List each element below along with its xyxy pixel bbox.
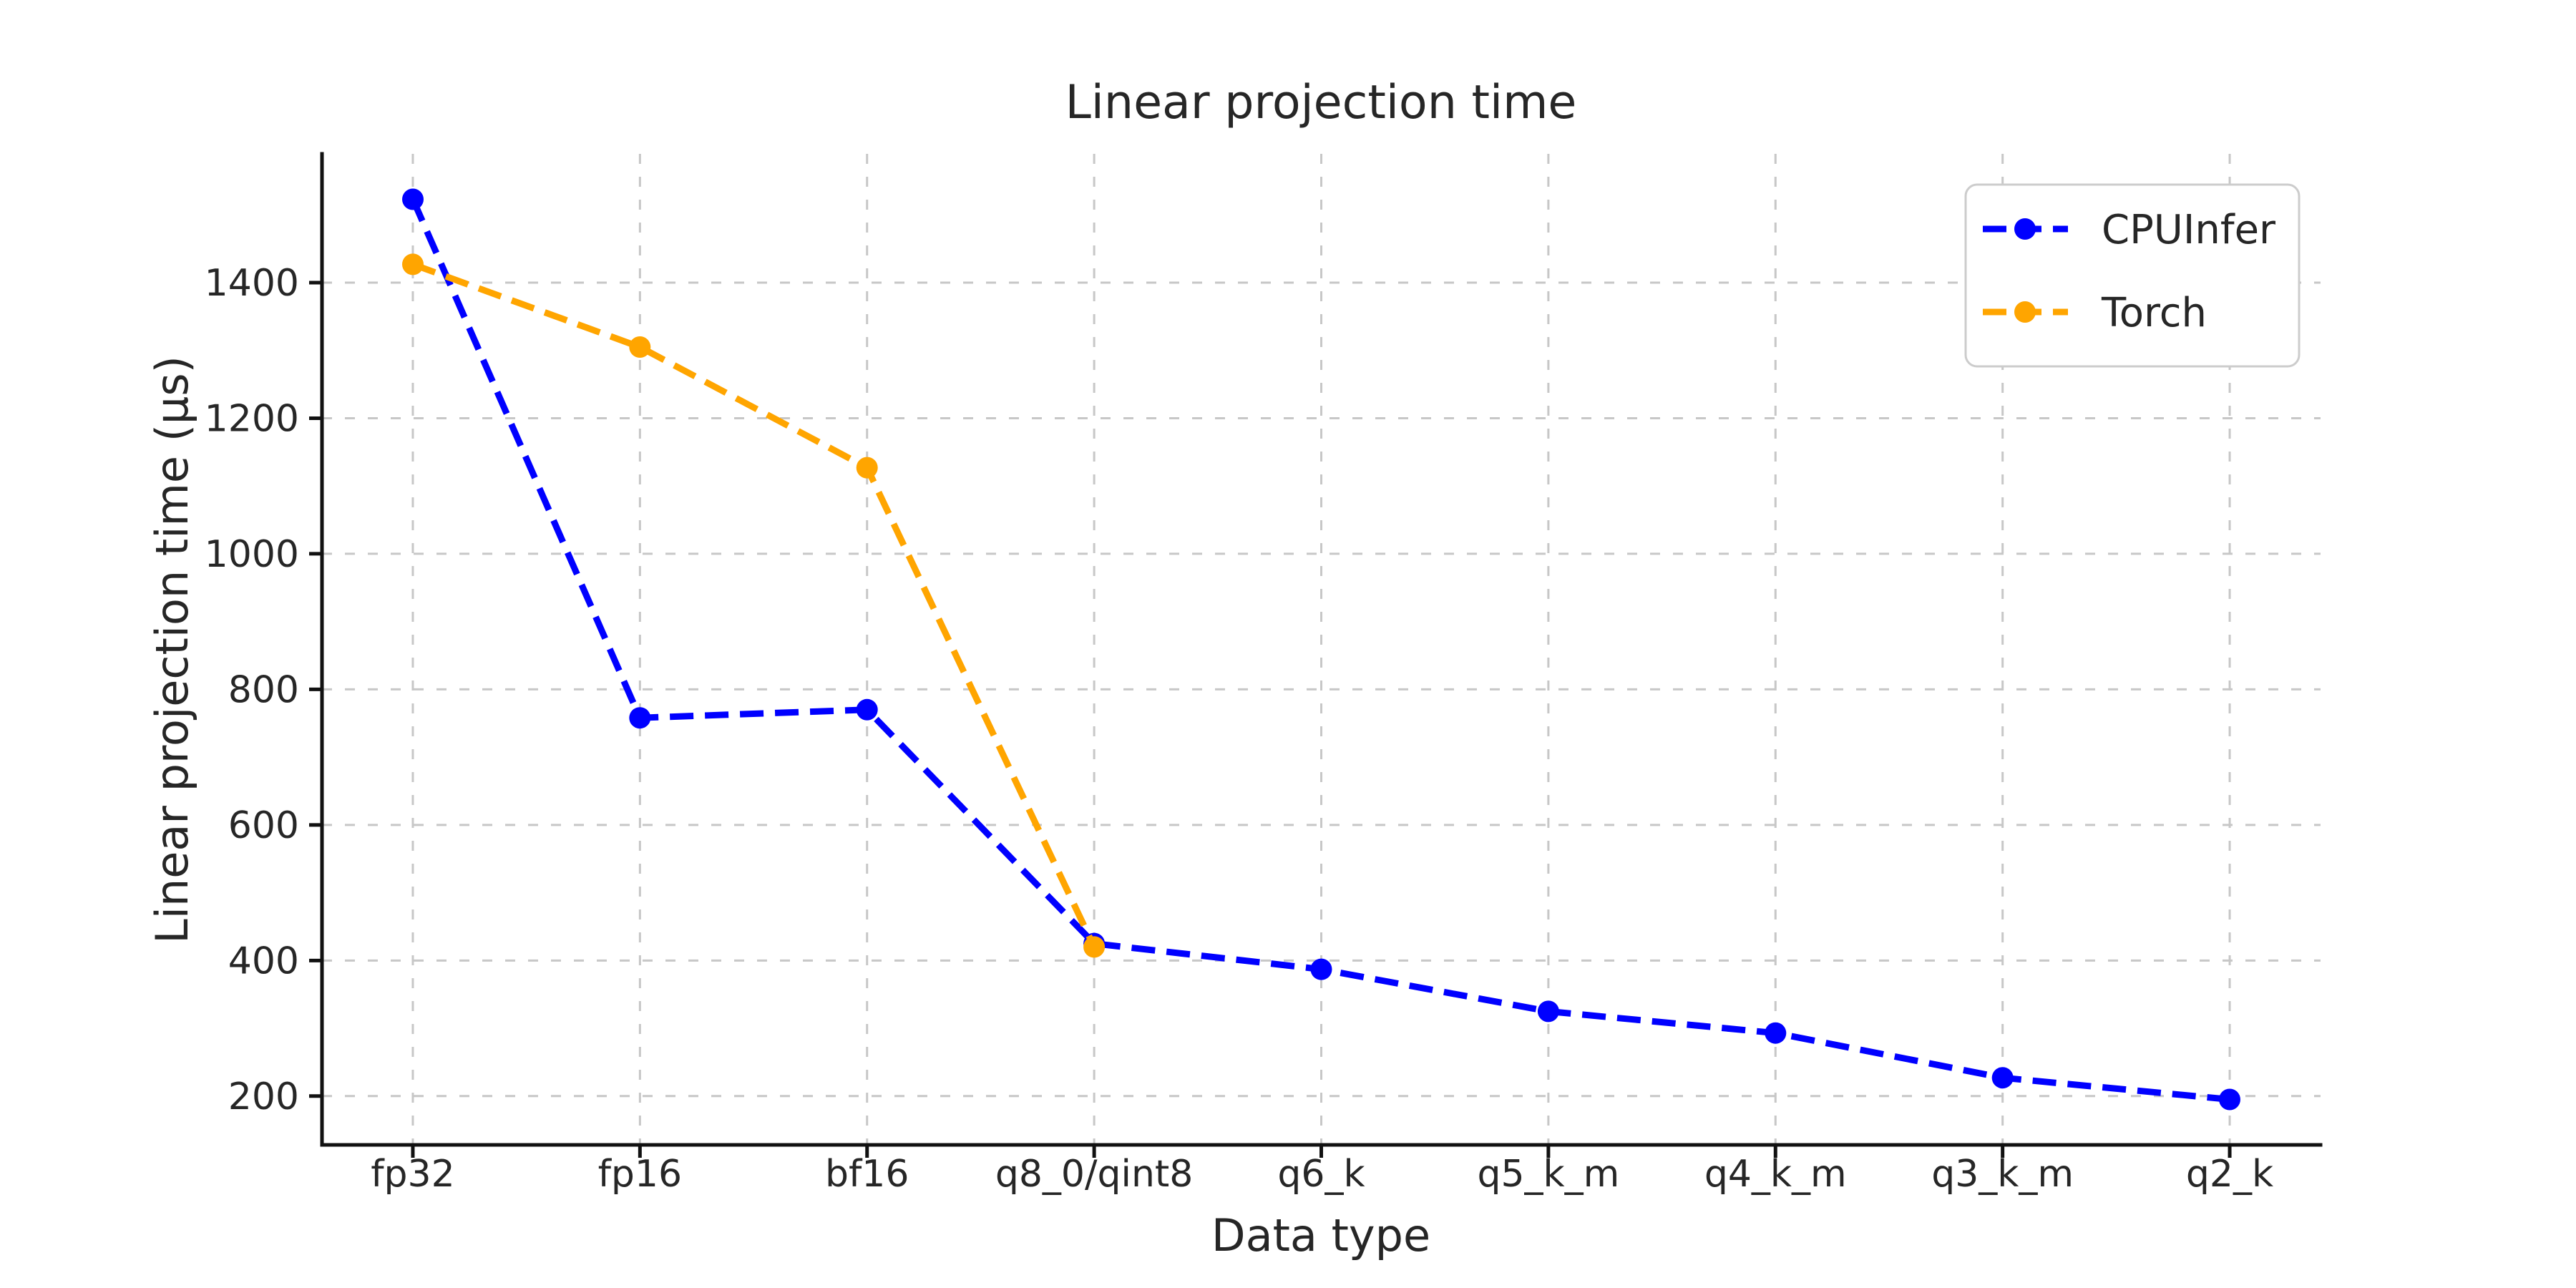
data-point-torch bbox=[856, 457, 878, 479]
axes: 200 400 600 800 1000 1200 1400 fp32 fp16 bf16 q8_0… bbox=[205, 152, 2323, 1196]
y-tick-label: 800 bbox=[228, 668, 299, 711]
x-tick-label: q3_k_m bbox=[1931, 1153, 2074, 1196]
x-tick-label: fp32 bbox=[371, 1153, 454, 1196]
legend: CPUInfer Torch bbox=[1964, 183, 2301, 368]
legend-marker bbox=[2014, 301, 2036, 323]
series-line-torch bbox=[411, 261, 1098, 949]
legend-label: CPUInfer bbox=[2102, 207, 2276, 253]
data-point-cpuinfer bbox=[402, 188, 424, 210]
data-point-cpuinfer bbox=[1310, 958, 1332, 980]
y-axis-label: Linear projection time (µs) bbox=[146, 356, 198, 944]
x-tick-label: q4_k_m bbox=[1704, 1153, 1847, 1196]
x-tick-label: q6_k bbox=[1277, 1153, 1365, 1196]
x-tick-label: q5_k_m bbox=[1477, 1153, 1619, 1196]
chart-title: Linear projection time bbox=[1065, 76, 1577, 130]
legend-box bbox=[1964, 183, 2301, 368]
data-point-torch bbox=[1083, 936, 1106, 958]
x-tick-label: fp16 bbox=[598, 1153, 682, 1196]
x-tick-label: q2_k bbox=[2186, 1153, 2273, 1196]
y-tick-label: 400 bbox=[228, 940, 299, 982]
y-tick-label: 200 bbox=[228, 1075, 299, 1118]
x-tick-label: bf16 bbox=[825, 1153, 909, 1196]
data-point-torch bbox=[629, 336, 651, 358]
data-point-torch bbox=[402, 253, 424, 275]
x-tick-label: q8_0/qint8 bbox=[995, 1153, 1194, 1196]
y-tick-label: 1200 bbox=[205, 397, 299, 440]
y-tick-label: 1400 bbox=[205, 262, 299, 305]
x-axis-label: Data type bbox=[1211, 1209, 1430, 1262]
y-tick-label: 600 bbox=[228, 804, 299, 847]
data-point-cpuinfer bbox=[856, 698, 878, 721]
y-tick-label: 1000 bbox=[205, 533, 299, 576]
data-point-cpuinfer bbox=[1765, 1022, 1787, 1044]
data-point-cpuinfer bbox=[629, 707, 651, 729]
data-point-cpuinfer bbox=[1537, 1000, 1559, 1023]
data-point-cpuinfer bbox=[1991, 1067, 2014, 1089]
legend-marker bbox=[2014, 218, 2036, 240]
data-point-cpuinfer bbox=[2219, 1088, 2240, 1111]
legend-label: Torch bbox=[2101, 290, 2207, 336]
series bbox=[402, 188, 2240, 1111]
